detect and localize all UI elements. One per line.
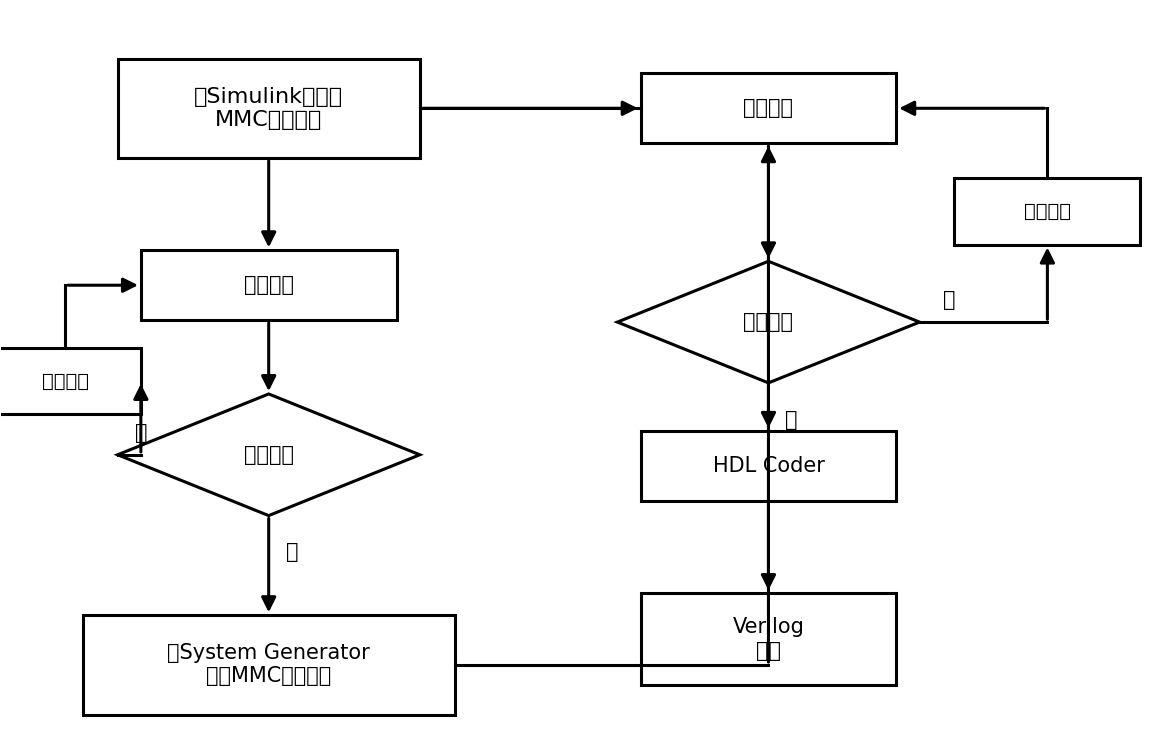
Text: 是: 是 — [785, 410, 798, 430]
Text: 用System Generator
建立MMC丯真模型: 用System Generator 建立MMC丯真模型 — [168, 643, 370, 687]
Text: 波形正确: 波形正确 — [243, 445, 294, 465]
Text: 波形正确: 波形正确 — [743, 312, 793, 332]
Text: 修改模型: 修改模型 — [1024, 202, 1071, 221]
FancyBboxPatch shape — [83, 615, 454, 715]
Text: 否: 否 — [942, 290, 955, 310]
Polygon shape — [617, 261, 919, 383]
FancyBboxPatch shape — [0, 348, 141, 414]
Text: 否: 否 — [135, 423, 148, 443]
Text: Verilog
代码: Verilog 代码 — [733, 617, 804, 661]
FancyBboxPatch shape — [954, 178, 1141, 245]
FancyBboxPatch shape — [641, 73, 896, 144]
Text: 是: 是 — [285, 542, 298, 562]
FancyBboxPatch shape — [141, 250, 396, 320]
Text: 在Simulink中建立
MMC丯真模型: 在Simulink中建立 MMC丯真模型 — [195, 87, 344, 130]
Text: 初级丯真: 初级丯真 — [243, 275, 294, 295]
FancyBboxPatch shape — [641, 431, 896, 501]
Text: 修改模型: 修改模型 — [42, 371, 89, 391]
FancyBboxPatch shape — [118, 58, 419, 158]
FancyBboxPatch shape — [641, 593, 896, 685]
Text: 混合丯真: 混合丯真 — [743, 98, 793, 118]
Text: HDL Coder: HDL Coder — [713, 456, 825, 476]
Polygon shape — [118, 394, 419, 516]
